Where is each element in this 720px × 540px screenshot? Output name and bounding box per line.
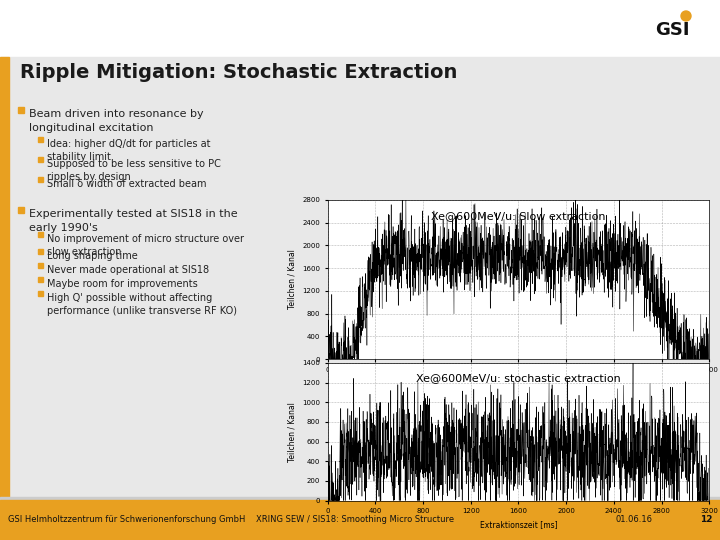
Text: No improvement of micro structure over
slow extraction: No improvement of micro structure over s… <box>47 234 244 257</box>
Text: GSI Helmholtzzentrum für Schwerionenforschung GmbH: GSI Helmholtzzentrum für Schwerionenfors… <box>8 516 246 524</box>
Bar <box>0 497 720 500</box>
Bar <box>18 207 24 213</box>
X-axis label: Extraktionszeit [ms]: Extraktionszeit [ms] <box>480 520 557 529</box>
Text: J. Pinkow, PhD Thesis, 1994: J. Pinkow, PhD Thesis, 1994 <box>585 484 708 493</box>
Text: Idea: higher dQ/dt for particles at
stability limit: Idea: higher dQ/dt for particles at stab… <box>47 139 210 162</box>
Text: Long shaping time: Long shaping time <box>47 251 138 261</box>
Text: Experimentally tested at SIS18 in the
early 1990's: Experimentally tested at SIS18 in the ea… <box>29 209 238 233</box>
Text: Supposed to be less sensitive to PC
ripples by design: Supposed to be less sensitive to PC ripp… <box>47 159 221 182</box>
Bar <box>0 57 9 498</box>
Text: Never made operational at SIS18: Never made operational at SIS18 <box>47 265 209 275</box>
Text: 01.06.16: 01.06.16 <box>615 516 652 524</box>
Text: High Q' possible without affecting
performance (unlike transverse RF KO): High Q' possible without affecting perfo… <box>47 293 237 316</box>
Bar <box>38 157 43 162</box>
Y-axis label: Teilchen / Kanal: Teilchen / Kanal <box>287 402 297 462</box>
Text: Maybe room for improvements: Maybe room for improvements <box>47 279 198 289</box>
Text: Small δ width of extracted beam: Small δ width of extracted beam <box>47 179 207 189</box>
Y-axis label: Teilchen / Kanal: Teilchen / Kanal <box>287 249 297 309</box>
Text: Ripple Mitigation: Stochastic Extraction: Ripple Mitigation: Stochastic Extraction <box>20 63 457 82</box>
Bar <box>18 107 24 113</box>
Bar <box>0 57 720 498</box>
Bar <box>38 177 43 182</box>
Text: 12: 12 <box>700 516 713 524</box>
Bar <box>0 500 720 540</box>
Bar <box>38 232 43 237</box>
Bar <box>38 137 43 142</box>
Text: Beam driven into resonance by
longitudinal excitation: Beam driven into resonance by longitudin… <box>29 109 204 133</box>
Bar <box>0 0 720 57</box>
Bar <box>38 263 43 268</box>
X-axis label: Extraktionszeit [ms]: Extraktionszeit [ms] <box>480 379 557 387</box>
Text: GSI: GSI <box>654 21 689 39</box>
Bar <box>38 277 43 282</box>
Circle shape <box>681 11 691 21</box>
Bar <box>38 291 43 296</box>
Bar <box>38 249 43 254</box>
Text: XRING SEW / SIS18: Smoothing Micro Structure: XRING SEW / SIS18: Smoothing Micro Struc… <box>256 516 454 524</box>
